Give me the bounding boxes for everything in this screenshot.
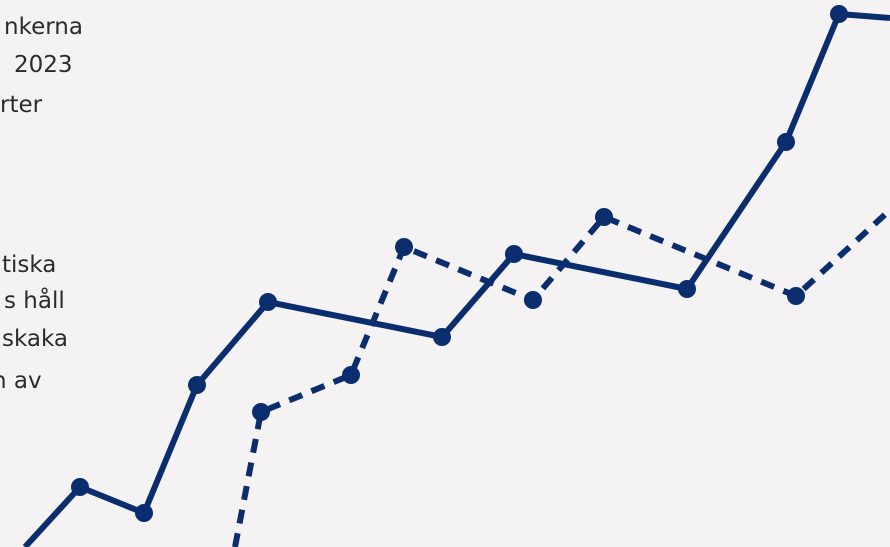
- dot: [252, 403, 270, 421]
- dot: [188, 376, 206, 394]
- dot: [135, 504, 153, 522]
- dot: [830, 5, 848, 23]
- dot: [787, 287, 805, 305]
- dot: [777, 133, 795, 151]
- dot: [595, 208, 613, 226]
- text-line: rter: [0, 92, 43, 118]
- dot: [342, 366, 360, 384]
- dot: [259, 293, 277, 311]
- dot: [524, 291, 542, 309]
- dot: [71, 478, 89, 496]
- dashed-line: [232, 207, 890, 547]
- dot: [678, 280, 696, 298]
- solid-line: [22, 11, 890, 547]
- dot: [395, 238, 413, 256]
- text-line: 2023: [14, 52, 73, 78]
- text-line: tiska: [2, 252, 57, 278]
- text-line: skaka: [2, 326, 69, 352]
- text-line: nkerna: [4, 14, 83, 40]
- text-line: n av: [0, 368, 42, 394]
- solid-dots: [71, 5, 848, 522]
- text-line: s håll: [4, 288, 65, 314]
- dashed-dots: [252, 208, 805, 421]
- dot: [505, 245, 523, 263]
- dot: [433, 328, 451, 346]
